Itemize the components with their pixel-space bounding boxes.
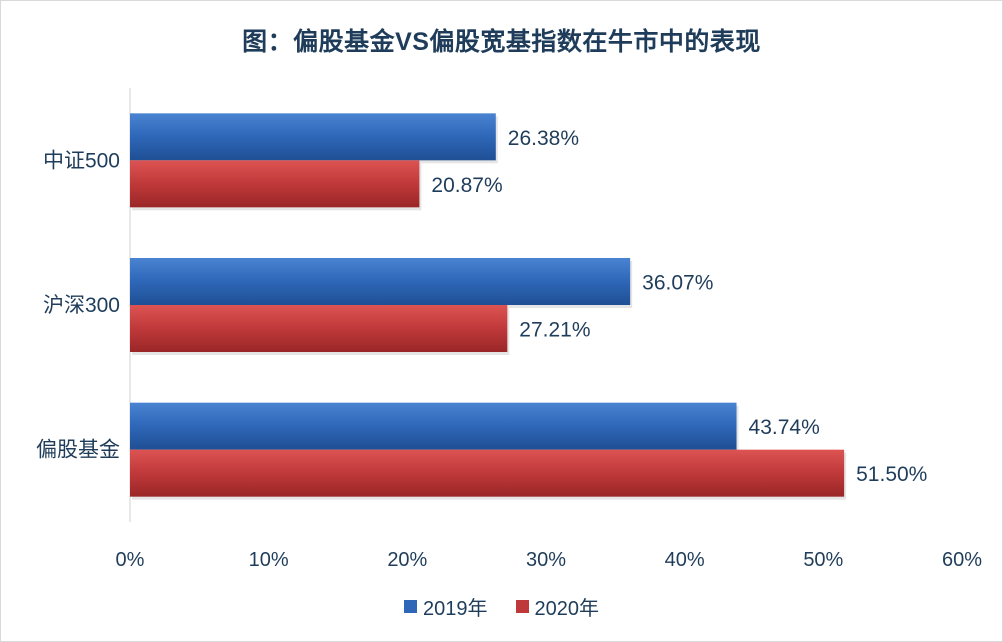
bar-2019	[130, 258, 631, 305]
data-label: 20.87%	[431, 174, 502, 197]
data-label: 26.38%	[508, 127, 579, 150]
legend-item-2020: 2020年	[515, 592, 600, 621]
legend-label-2019: 2019年	[423, 598, 488, 620]
data-label: 27.21%	[519, 319, 590, 342]
category-label: 偏股基金	[36, 439, 120, 462]
legend-swatch-2020	[515, 600, 529, 613]
x-tick-label: 0%	[116, 549, 145, 571]
data-label: 36.07%	[642, 272, 713, 295]
chart-title: 图：偏股基金VS偏股宽基指数在牛市中的表现	[242, 28, 761, 56]
legend-swatch-2019	[404, 600, 417, 613]
bar-2019	[130, 113, 496, 161]
x-tick-label: 20%	[387, 549, 427, 571]
bar-2020	[130, 449, 845, 497]
bar-2020	[130, 160, 420, 208]
x-tick-label: 50%	[803, 549, 843, 571]
x-tick-label: 60%	[942, 549, 982, 571]
legend: 2019年 2020年	[0, 592, 1003, 621]
category-label: 中证500	[43, 149, 120, 172]
legend-item-2019: 2019年	[404, 592, 488, 621]
category-label: 沪深300	[43, 294, 120, 317]
legend-label-2020: 2020年	[534, 598, 600, 620]
data-label: 51.50%	[856, 463, 927, 486]
x-tick-label: 10%	[249, 549, 289, 571]
bar-2019	[130, 402, 737, 450]
x-tick-label: 30%	[526, 549, 566, 571]
data-label: 43.74%	[749, 416, 820, 439]
x-tick-label: 40%	[665, 549, 705, 571]
bar-2020	[130, 305, 508, 352]
